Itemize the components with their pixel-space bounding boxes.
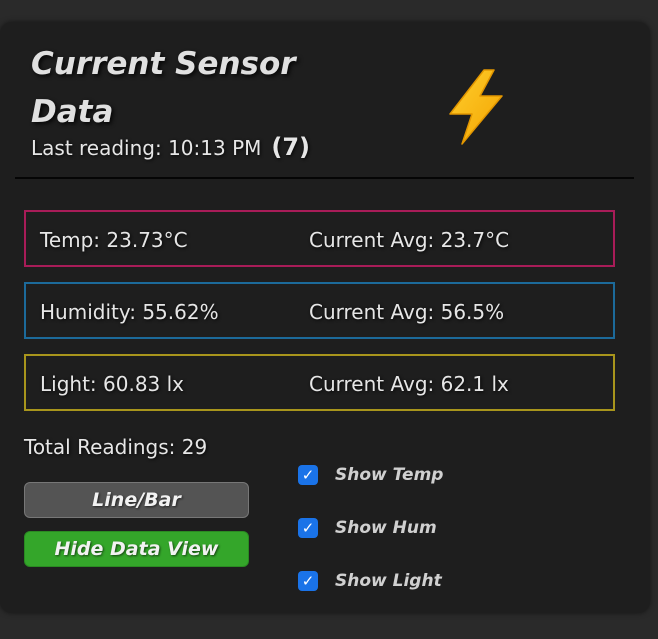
header-divider xyxy=(15,177,634,179)
show-temp-label[interactable]: Show Temp xyxy=(335,465,444,485)
temp-average: Current Avg: 23.7°C xyxy=(309,228,510,252)
temp-row: Temp: 23.73°C Current Avg: 23.7°C xyxy=(24,210,615,267)
sensor-card: Current Sensor Data Last reading: 10:13 … xyxy=(0,22,650,613)
show-light-checkbox[interactable]: ✓ xyxy=(298,571,318,591)
humidity-row: Humidity: 55.62% Current Avg: 56.5% xyxy=(24,282,615,339)
hide-data-view-button[interactable]: Hide Data View xyxy=(24,531,249,567)
light-value: Light: 60.83 lx xyxy=(40,372,185,396)
show-hum-label[interactable]: Show Hum xyxy=(335,518,437,538)
show-light-label[interactable]: Show Light xyxy=(335,571,442,591)
last-reading-line: Last reading: 10:13 PM (7) xyxy=(31,133,310,161)
humidity-average: Current Avg: 56.5% xyxy=(309,300,505,324)
lightning-bolt-icon xyxy=(449,69,503,145)
last-reading-text: Last reading: 10:13 PM xyxy=(31,136,262,160)
light-row: Light: 60.83 lx Current Avg: 62.1 lx xyxy=(24,354,615,411)
humidity-value: Humidity: 55.62% xyxy=(40,300,219,324)
reading-count: (7) xyxy=(271,133,311,161)
light-average: Current Avg: 62.1 lx xyxy=(309,372,509,396)
line-bar-toggle-button[interactable]: Line/Bar xyxy=(24,482,249,518)
temp-value: Temp: 23.73°C xyxy=(40,228,188,252)
show-temp-checkbox[interactable]: ✓ xyxy=(298,465,318,485)
page-title: Current Sensor Data xyxy=(31,46,296,130)
total-readings: Total Readings: 29 xyxy=(24,435,208,459)
show-hum-option[interactable]: ✓ Show Hum xyxy=(298,517,437,539)
show-light-option[interactable]: ✓ Show Light xyxy=(298,570,442,592)
show-hum-checkbox[interactable]: ✓ xyxy=(298,518,318,538)
show-temp-option[interactable]: ✓ Show Temp xyxy=(298,464,443,486)
